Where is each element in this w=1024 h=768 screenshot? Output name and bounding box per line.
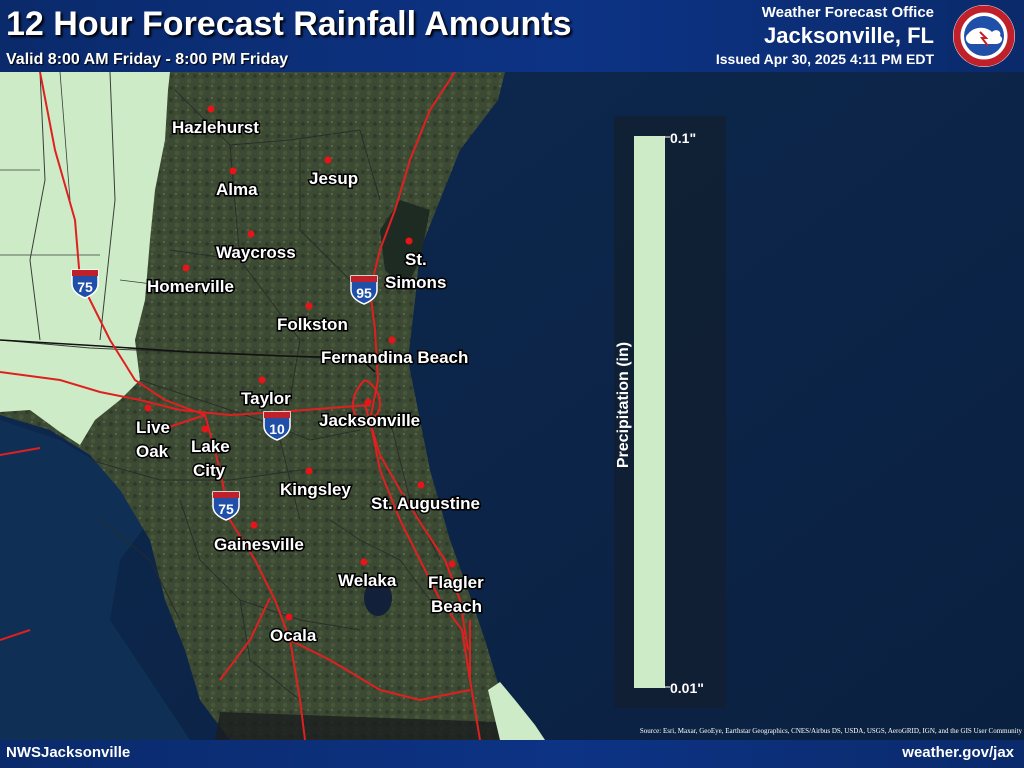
city-label-folkston: Folkston — [277, 315, 348, 334]
city-label-kingsley: Kingsley — [280, 480, 351, 499]
city-label-jesup: Jesup — [309, 169, 358, 188]
legend-panel — [614, 116, 726, 708]
city-label-gainesville: Gainesville — [214, 535, 304, 554]
legend-max-label: 0.1" — [670, 130, 696, 146]
city-label-jacksonville: Jacksonville — [319, 411, 420, 430]
legend-title: Precipitation (in) — [615, 342, 632, 468]
city-label-st-simons-1: St. — [405, 250, 427, 269]
city-label-hazlehurst: Hazlehurst — [172, 118, 259, 137]
city-dots — [144, 105, 456, 621]
city-label-homerville: Homerville — [147, 277, 234, 296]
county-lines-light — [0, 71, 161, 286]
city-label-live-oak-1: Live — [136, 418, 170, 437]
city-label-live-oak-2: Oak — [136, 442, 169, 461]
gulf-water — [0, 420, 190, 740]
city-dot-hazlehurst — [207, 105, 215, 113]
city-dot-fernandina — [388, 336, 396, 344]
city-label-st-simons-2: Simons — [385, 273, 446, 292]
attribution: Source: Esri, Maxar, GeoEye, Earthstar G… — [639, 727, 1022, 735]
city-dot-welaka — [360, 558, 368, 566]
city-dot-st-augustine — [417, 481, 425, 489]
city-dot-st-simons — [405, 237, 413, 245]
interstate-shield-95: 95 — [350, 275, 378, 305]
city-label-flagler-1: Flagler — [428, 573, 484, 592]
valid-period: Valid 8:00 AM Friday - 8:00 PM Friday — [6, 51, 289, 68]
city-label-waycross: Waycross — [216, 243, 296, 262]
city-label-taylor: Taylor — [241, 389, 291, 408]
nws-logo-icon — [953, 5, 1015, 67]
city-labels: Hazlehurst Alma Jesup Waycross St. Simon… — [135, 117, 486, 647]
social-handle[interactable]: NWSJacksonville — [6, 744, 131, 761]
page-title: 12 Hour Forecast Rainfall Amounts — [6, 5, 572, 43]
interstate-shield-10: 10 — [263, 411, 291, 441]
city-dot-flagler — [448, 560, 456, 568]
rainfall-area-south — [488, 682, 545, 740]
legend-min-label: 0.01" — [670, 680, 704, 696]
city-label-fernandina: Fernandina Beach — [321, 348, 468, 367]
city-label-st-augustine: St. Augustine — [371, 494, 480, 513]
lake-george — [364, 580, 392, 616]
city-dot-live-oak — [144, 404, 152, 412]
city-dot-waycross — [247, 230, 255, 238]
interstate-10-label: 10 — [269, 421, 285, 437]
city-dot-ocala — [285, 613, 293, 621]
interstate-shield-75-north: 75 — [71, 269, 99, 299]
city-label-lake-city-1: Lake — [191, 437, 230, 456]
city-label-alma: Alma — [216, 180, 258, 199]
issued-time: Issued Apr 30, 2025 4:11 PM EDT — [715, 51, 934, 67]
state-border — [0, 339, 376, 373]
office-label: Weather Forecast Office — [761, 4, 934, 21]
legend-bar — [634, 136, 665, 688]
interstate-75-south-label: 75 — [218, 501, 234, 517]
city-dot-homerville — [182, 264, 190, 272]
coastal-marsh — [380, 200, 430, 290]
header-bar: 12 Hour Forecast Rainfall Amounts Valid … — [0, 0, 1024, 72]
shadow-band — [215, 712, 500, 740]
city-label-lake-city-2: City — [193, 461, 226, 480]
city-label-welaka: Welaka — [338, 571, 397, 590]
interstate-shield-75-south: 75 — [212, 491, 240, 521]
city-dot-gainesville — [250, 521, 258, 529]
interstate-95-label: 95 — [356, 285, 372, 301]
city-dot-taylor — [258, 376, 266, 384]
city-dot-lake-city — [201, 425, 209, 433]
city-dot-jesup — [324, 156, 332, 164]
website-link[interactable]: weather.gov/jax — [902, 744, 1014, 761]
city-dot-jacksonville — [364, 398, 372, 406]
highways — [0, 71, 481, 741]
city-dot-folkston — [305, 302, 313, 310]
interstate-75-label: 75 — [77, 279, 93, 295]
office-city: Jacksonville, FL — [764, 23, 934, 48]
rainfall-area-west — [0, 72, 170, 445]
city-label-ocala: Ocala — [270, 626, 317, 645]
city-dot-kingsley — [305, 467, 313, 475]
city-dot-alma — [229, 167, 237, 175]
city-label-flagler-2: Beach — [431, 597, 482, 616]
footer-bar: NWSJacksonville weather.gov/jax — [0, 740, 1024, 768]
